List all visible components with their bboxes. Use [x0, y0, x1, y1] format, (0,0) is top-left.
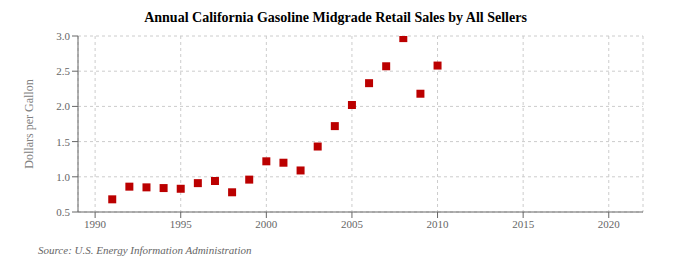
html-text:Annual California Gasoline Mid: Annual California Gasoline Midgrade Reta… [144, 10, 527, 25]
svg-text:3.0: 3.0 [56, 30, 70, 42]
svg-text:2.5: 2.5 [56, 65, 70, 77]
svg-text:2000: 2000 [255, 218, 278, 230]
svg-text:1.0: 1.0 [56, 171, 70, 183]
svg-text:2.0: 2.0 [56, 100, 70, 112]
svg-text:2020: 2020 [598, 218, 621, 230]
svg-text:1995: 1995 [170, 218, 193, 230]
svg-text:2010: 2010 [427, 218, 450, 230]
svg-text:Dollars per Gallon: Dollars per Gallon [22, 79, 36, 168]
svg-text:1990: 1990 [84, 218, 107, 230]
svg-text:2005: 2005 [341, 218, 364, 230]
svg-text:2015: 2015 [512, 218, 535, 230]
svg-text:1.5: 1.5 [56, 136, 70, 148]
svg-text:0.5: 0.5 [56, 206, 70, 218]
html-text:Source: U.S. Energy Informatio: Source: U.S. Energy Information Administ… [38, 244, 252, 256]
